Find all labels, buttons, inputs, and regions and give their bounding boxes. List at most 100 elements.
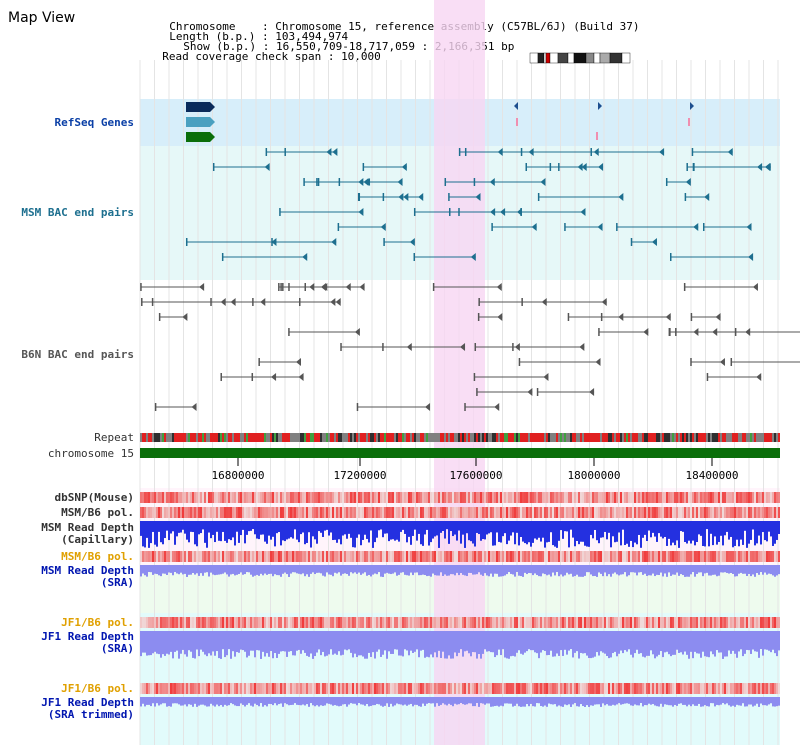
read-depth-bar xyxy=(220,697,222,706)
read-depth-bar xyxy=(740,697,742,706)
read-depth-bar xyxy=(624,631,626,651)
read-depth-bar xyxy=(646,565,648,576)
heatmap-cell xyxy=(640,551,642,562)
repeat-segment xyxy=(320,433,322,442)
read-depth-bar xyxy=(234,631,236,657)
repeat-segment xyxy=(678,433,680,442)
heatmap-cell xyxy=(392,683,394,694)
read-depth-bar xyxy=(438,697,440,706)
read-depth-bar xyxy=(264,565,266,574)
heatmap-cell xyxy=(750,507,752,518)
heatmap-cell xyxy=(558,617,560,628)
heatmap-cell xyxy=(148,492,150,503)
heatmap-cell xyxy=(556,507,558,518)
read-depth-bar xyxy=(346,631,348,651)
read-depth-bar xyxy=(224,521,226,541)
read-depth-bar xyxy=(674,521,676,546)
heatmap-cell xyxy=(154,492,156,503)
heatmap-cell xyxy=(470,507,472,518)
heatmap-cell xyxy=(148,617,150,628)
heatmap-cell xyxy=(772,617,774,628)
read-depth-bar xyxy=(360,521,362,546)
read-depth-bar xyxy=(372,631,374,653)
heatmap-cell xyxy=(258,617,260,628)
read-depth-bar xyxy=(536,565,538,575)
heatmap-cell xyxy=(768,551,770,562)
read-depth-bar xyxy=(200,521,202,534)
repeat-segment xyxy=(240,433,242,442)
read-depth-bar xyxy=(682,565,684,576)
heatmap-cell xyxy=(718,683,720,694)
heatmap-cell xyxy=(334,683,336,694)
heatmap-cell xyxy=(746,617,748,628)
heatmap-cell xyxy=(550,507,552,518)
read-depth-bar xyxy=(438,565,440,576)
heatmap-cell xyxy=(394,617,396,628)
repeat-segment xyxy=(358,433,360,442)
read-depth-bar xyxy=(578,697,580,707)
heatmap-cell xyxy=(426,551,428,562)
heatmap-cell xyxy=(478,617,480,628)
heatmap-cell xyxy=(348,617,350,628)
read-depth-bar xyxy=(174,565,176,573)
read-depth-bar xyxy=(738,565,740,574)
read-depth-bar xyxy=(358,565,360,573)
heatmap-cell xyxy=(152,617,154,628)
read-depth-bar xyxy=(200,697,202,705)
heatmap-cell xyxy=(712,683,714,694)
bac-end-arrow xyxy=(470,253,476,261)
read-depth-bar xyxy=(162,521,164,545)
read-depth-bar xyxy=(256,631,258,651)
read-depth-bar xyxy=(374,565,376,574)
read-depth-bar xyxy=(160,631,162,658)
heatmap-cell xyxy=(482,507,484,518)
repeat-segment xyxy=(586,433,588,442)
heatmap-cell xyxy=(466,617,468,628)
heatmap-cell xyxy=(392,617,394,628)
heatmap-cell xyxy=(540,683,542,694)
read-depth-bar xyxy=(166,697,168,707)
read-depth-bar xyxy=(440,697,442,705)
heatmap-cell xyxy=(742,507,744,518)
heatmap-cell xyxy=(658,683,660,694)
read-depth-bar xyxy=(210,521,212,539)
heatmap-cell xyxy=(574,683,576,694)
jf1-depth-line1: JF1 Read Depth xyxy=(41,630,134,643)
heatmap-cell xyxy=(598,617,600,628)
refseq-gene-mark xyxy=(516,118,518,126)
heatmap-cell xyxy=(562,617,564,628)
read-depth-bar xyxy=(712,631,714,655)
read-depth-bar xyxy=(722,521,724,546)
read-depth-bar xyxy=(156,631,158,654)
read-depth-bar xyxy=(310,631,312,654)
heatmap-cell xyxy=(716,492,718,503)
bac-end-arrow xyxy=(330,298,336,306)
heatmap-cell xyxy=(674,507,676,518)
read-depth-bar xyxy=(378,631,380,650)
heatmap-cell xyxy=(192,507,194,518)
read-depth-bar xyxy=(344,521,346,535)
repeat-segment xyxy=(576,433,578,442)
repeat-segment xyxy=(712,433,714,442)
heatmap-cell xyxy=(764,492,766,503)
heatmap-cell xyxy=(410,492,412,503)
read-depth-bar xyxy=(652,565,654,574)
heatmap-cell xyxy=(774,551,776,562)
heatmap-cell xyxy=(496,551,498,562)
read-depth-bar xyxy=(312,521,314,537)
read-depth-bar xyxy=(626,565,628,577)
read-depth-bar xyxy=(658,631,660,655)
read-depth-bar xyxy=(556,521,558,548)
heatmap-cell xyxy=(240,507,242,518)
heatmap-cell xyxy=(764,617,766,628)
read-depth-bar xyxy=(482,697,484,704)
read-depth-bar xyxy=(614,565,616,573)
read-depth-bar xyxy=(270,697,272,705)
read-depth-bar xyxy=(560,565,562,575)
heatmap-cell xyxy=(272,617,274,628)
heatmap-cell xyxy=(456,492,458,503)
read-depth-bar xyxy=(250,565,252,575)
heatmap-cell xyxy=(498,492,500,503)
heatmap-cell xyxy=(242,507,244,518)
